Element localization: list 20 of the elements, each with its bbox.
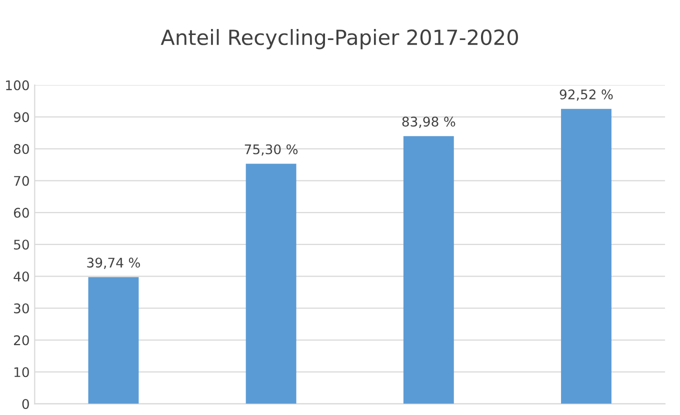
data-label: 75,30 % xyxy=(244,144,298,156)
y-tick-label: 0 xyxy=(22,399,29,409)
data-label: 83,98 % xyxy=(402,116,456,128)
y-tick-label: 90 xyxy=(14,112,29,122)
bar xyxy=(246,164,296,404)
bar xyxy=(403,136,454,404)
y-tick-label: 70 xyxy=(14,176,29,186)
y-tick-label: 50 xyxy=(14,240,29,250)
y-tick-label: 80 xyxy=(14,144,29,154)
data-label: 39,74 % xyxy=(87,258,140,269)
bar xyxy=(88,277,139,404)
y-tick-label: 30 xyxy=(14,303,29,314)
data-label: 92,52 % xyxy=(560,89,613,101)
y-tick-label: 100 xyxy=(6,80,29,90)
chart-title: Anteil Recycling-Papier 2017-2020 xyxy=(160,29,518,50)
y-tick-label: 60 xyxy=(14,208,29,218)
bar xyxy=(561,108,612,404)
y-tick-label: 10 xyxy=(14,367,29,378)
y-tick-label: 40 xyxy=(14,272,29,282)
y-tick-label: 20 xyxy=(14,335,29,346)
